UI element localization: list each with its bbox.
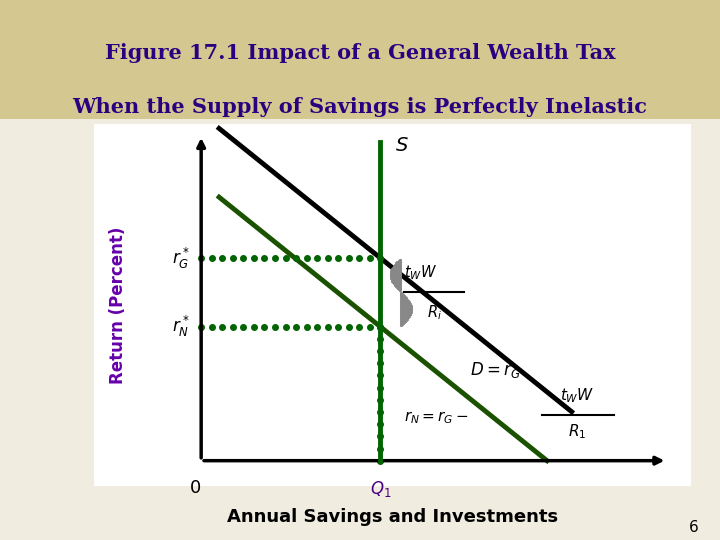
- Text: $r_N^*$: $r_N^*$: [171, 314, 189, 339]
- Text: $S$: $S$: [395, 137, 409, 155]
- Text: 0: 0: [189, 479, 201, 497]
- Text: $R_1$: $R_1$: [569, 423, 587, 441]
- Text: Figure 17.1 Impact of a General Wealth Tax: Figure 17.1 Impact of a General Wealth T…: [104, 43, 616, 64]
- Text: $r_N = r_G -$: $r_N = r_G -$: [405, 409, 469, 426]
- Text: Return (Percent): Return (Percent): [109, 226, 127, 384]
- Text: $R_i$: $R_i$: [427, 303, 441, 322]
- Text: 6: 6: [688, 519, 698, 535]
- Text: $r_G^*$: $r_G^*$: [171, 246, 189, 271]
- Text: $t_W W$: $t_W W$: [560, 386, 595, 404]
- Text: $D = r_G$: $D = r_G$: [470, 360, 521, 380]
- Text: $Q_1$: $Q_1$: [369, 479, 391, 499]
- Text: $t_W W$: $t_W W$: [405, 263, 438, 281]
- Text: When the Supply of Savings is Perfectly Inelastic: When the Supply of Savings is Perfectly …: [73, 97, 647, 117]
- Text: Annual Savings and Investments: Annual Savings and Investments: [227, 508, 558, 526]
